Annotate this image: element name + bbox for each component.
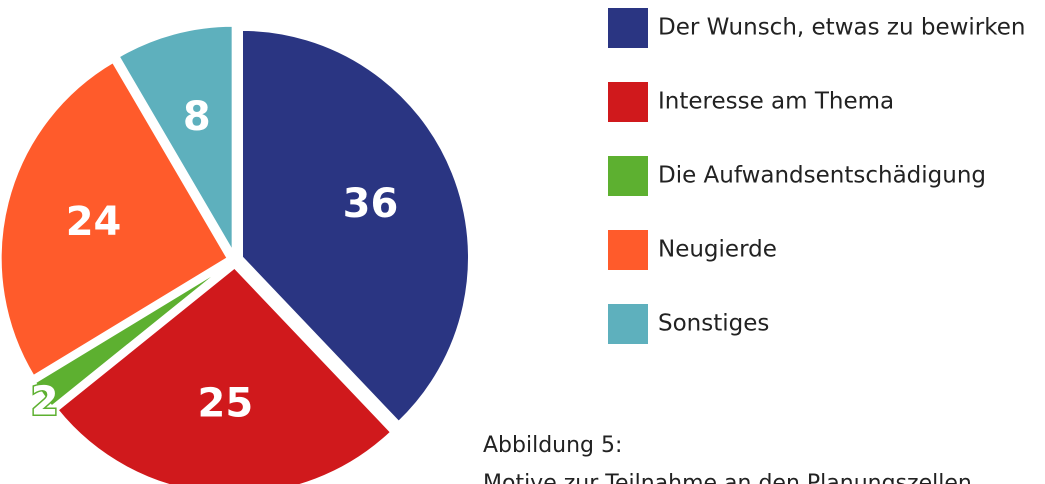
legend-swatch	[608, 304, 648, 344]
legend-swatch	[608, 8, 648, 48]
data-label: 8	[183, 94, 211, 140]
pie-slice	[32, 262, 231, 410]
legend-swatch	[608, 156, 648, 196]
data-label: 24	[66, 199, 122, 245]
legend-label: Interesse am Thema	[658, 89, 894, 115]
legend-swatch	[608, 82, 648, 122]
caption-line: Motive zur Teilnahme an den Planungszell…	[483, 471, 972, 484]
legend-label: Die Aufwandsentschädigung	[658, 163, 986, 189]
pie-slice	[240, 27, 471, 425]
legend-label: Sonstiges	[658, 311, 769, 337]
legend-swatch	[608, 230, 648, 270]
data-label: 25	[198, 381, 254, 427]
data-label: 36	[343, 181, 399, 227]
caption-line: Abbildung 5:	[483, 433, 622, 458]
data-label: 2	[31, 379, 59, 425]
legend-label: Der Wunsch, etwas zu bewirken	[658, 15, 1026, 41]
legend-label: Neugierde	[658, 237, 777, 263]
pie-slice	[54, 264, 394, 484]
pie-slice	[0, 59, 231, 379]
pie-slice	[116, 23, 235, 259]
